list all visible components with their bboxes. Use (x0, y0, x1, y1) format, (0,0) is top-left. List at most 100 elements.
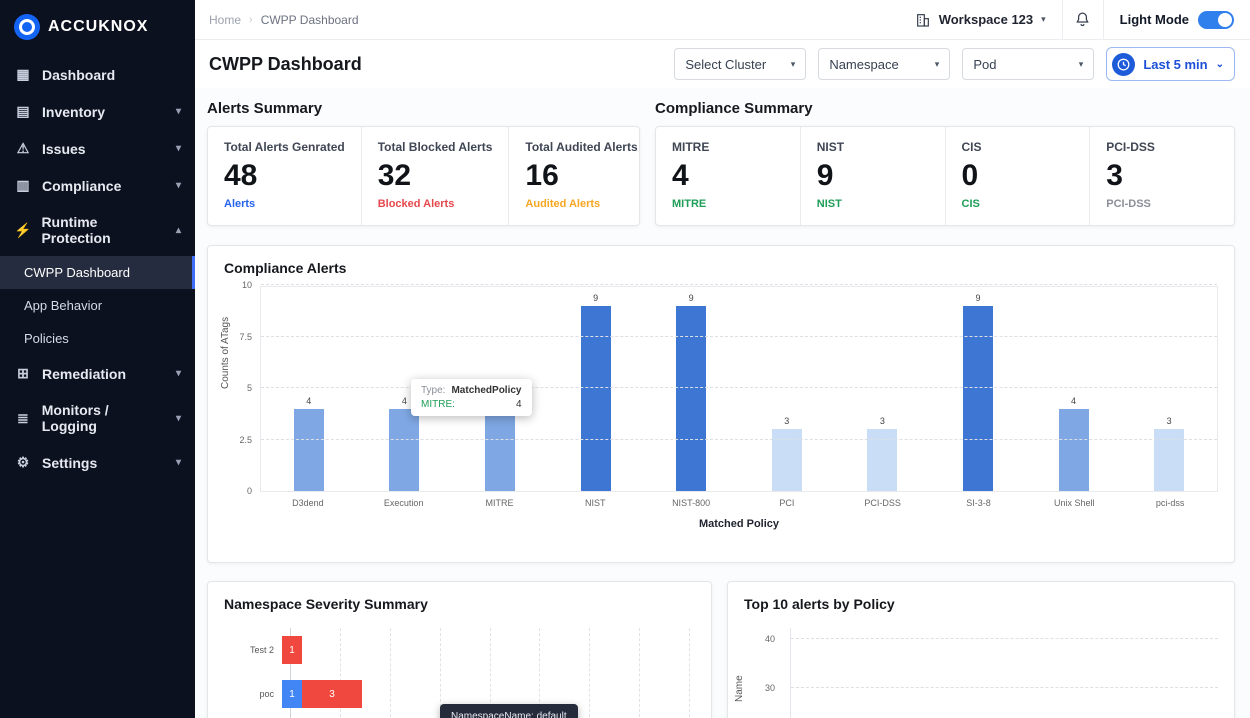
hbar-segment[interactable]: 1 (282, 680, 302, 708)
bar-value-label: 9 (975, 292, 981, 303)
bar-slot-unix-shell: 4 (1026, 287, 1122, 491)
chevron-down-icon: ▾ (934, 58, 940, 69)
bar-slot-pci-dss: 3 (1121, 287, 1217, 491)
bar-si-3-8[interactable] (962, 305, 993, 491)
x-tick-label: SI-3-8 (966, 498, 991, 508)
x-tick-label: D3dend (292, 498, 324, 508)
chevron-down-icon: ▾ (175, 368, 181, 379)
sidebar-item-issues[interactable]: ⚠ Issues ▾ (0, 130, 195, 167)
stat-label: CIS (961, 140, 982, 154)
bar-unix-shell[interactable] (1058, 408, 1089, 491)
y-tick-label: 2.5 (239, 434, 252, 445)
bar-slot-si-3-8: 9 (930, 287, 1026, 491)
sidebar-item-policies[interactable]: Policies (24, 331, 69, 346)
chevron-down-icon: ▾ (790, 58, 796, 69)
stat-mitre: MITRE 4 MITRE (656, 127, 800, 225)
stat-sublabel: MITRE (672, 198, 707, 210)
gridlines (290, 628, 690, 718)
light-mode-toggle[interactable] (1198, 10, 1234, 29)
tooltip-type-value: MatchedPolicy (451, 385, 522, 396)
bar-d3dend[interactable] (293, 408, 324, 491)
workspace-label: Workspace 123 (938, 12, 1034, 27)
chevron-down-icon: ⌄ (1215, 58, 1224, 70)
toggle-knob (1218, 12, 1232, 27)
sidebar-item-compliance[interactable]: ▥ Compliance ▾ (0, 167, 195, 204)
bar-nist[interactable] (580, 305, 611, 491)
chevron-up-icon: ▴ (175, 224, 181, 236)
breadcrumb-current: CWPP Dashboard (260, 12, 359, 27)
hbar-segments: 1 (282, 636, 302, 664)
bar-pci-dss[interactable] (1154, 429, 1185, 491)
stat-sublabel: Alerts (224, 198, 256, 210)
page-title: CWPP Dashboard (209, 53, 362, 74)
workspace-dropdown[interactable]: Workspace 123 ▾ (899, 0, 1062, 39)
divider (1061, 0, 1063, 39)
sidebar-item-monitors-logging[interactable]: ≣ Monitors / Logging ▾ (0, 392, 195, 444)
gridline (261, 335, 1217, 337)
y-tick-label: 30 (765, 683, 776, 693)
stat-value: 0 (961, 159, 979, 192)
building-icon (916, 13, 929, 27)
hbar-segment[interactable]: 1 (282, 636, 302, 664)
stat-sublabel: CIS (961, 198, 980, 210)
gridline: 40 (765, 634, 1218, 644)
namespace-severity-card: Namespace Severity Summary Test 2 1 poc 1 3 … (207, 581, 712, 718)
bar-pci[interactable] (771, 429, 802, 491)
bar-nist-800[interactable] (676, 305, 707, 491)
hbar-row-poc: poc 1 3 (224, 672, 695, 716)
bar-execution[interactable] (389, 408, 420, 491)
alerts-summary-title: Alerts Summary (207, 100, 323, 117)
sidebar-item-runtime-protection[interactable]: ⚡ Runtime Protection ▴ (0, 204, 195, 256)
breadcrumb-home[interactable]: Home (209, 12, 242, 27)
bottom-row: Namespace Severity Summary Test 2 1 poc 1 3 … (207, 581, 1235, 718)
gridline (589, 628, 591, 718)
x-tick-label: NIST-800 (672, 498, 711, 508)
sidebar-item-settings[interactable]: ⚙ Settings ▾ (0, 444, 195, 481)
top10-alerts-title: Top 10 alerts by Policy (744, 596, 895, 612)
tooltip-type-label: Type: (421, 385, 446, 396)
gridline: 30 (765, 683, 1218, 693)
y-tick-label: 40 (765, 634, 776, 644)
filter-dropdown-namespace[interactable]: Namespace ▾ (818, 48, 951, 80)
time-range-dropdown[interactable]: Last 5 min ⌄ (1106, 47, 1235, 81)
bar-mitre[interactable] (484, 408, 515, 491)
sidebar-item-label: Inventory (42, 103, 106, 120)
notifications-button[interactable] (1063, 0, 1103, 39)
bar-slot-pci-dss: 3 (835, 287, 931, 491)
sidebar-item-remediation[interactable]: ⊞ Remediation ▾ (0, 355, 195, 392)
compliance-alerts-card: Compliance Alerts Counts of ATags 0 2.5 5 7… (207, 245, 1235, 563)
x-tick-label: Execution (383, 498, 424, 508)
hbar-row-test-2: Test 2 1 (224, 628, 695, 672)
y-tick-label: 0 (246, 486, 252, 496)
bar-pci-dss[interactable] (867, 429, 898, 491)
filter-dropdown-pod[interactable]: Pod ▾ (962, 48, 1095, 80)
x-tick-label: NIST (585, 498, 606, 508)
tooltip-series-value: 4 (515, 399, 522, 410)
hbar-segment[interactable]: 3 (302, 680, 362, 708)
x-tick-label: PCI (779, 498, 795, 508)
bar-slot-d3dend: 4 (261, 287, 357, 491)
bar-slot-execution: 4 (357, 287, 453, 491)
alerts-summary-card: Total Alerts Genrated 48 Alerts Total Block… (207, 126, 640, 226)
sidebar-item-app-behavior[interactable]: App Behavior (24, 298, 103, 313)
light-mode-label: Light Mode (1119, 12, 1189, 27)
filter-dropdown-select-cluster[interactable]: Select Cluster ▾ (674, 48, 807, 80)
bar-slot-nist-800: 9 (643, 287, 739, 491)
chevron-down-icon: ▾ (175, 412, 181, 424)
sidebar-item-dashboard[interactable]: ▦ Dashboard (0, 56, 195, 93)
time-range-label: Last 5 min (1143, 56, 1208, 72)
compliance-icon: ▥ (16, 177, 30, 193)
monitors-logging-icon: ≣ (17, 409, 29, 426)
gridline (489, 628, 491, 718)
compliance-summary-title: Compliance Summary (655, 100, 813, 117)
sidebar-item-inventory[interactable]: ▤ Inventory ▾ (0, 93, 195, 130)
stat-cis: CIS 0 CIS (944, 127, 1090, 225)
stat-value: 9 (816, 159, 834, 192)
stat-label: Total Audited Alerts (525, 140, 638, 154)
stat-label: NIST (816, 140, 845, 154)
sidebar-item-cwpp-dashboard[interactable]: CWPP Dashboard (0, 256, 195, 289)
sidebar-item-label: Compliance (42, 177, 122, 194)
x-tick-label: MITRE (485, 498, 514, 508)
remediation-icon: ⊞ (17, 365, 29, 381)
stat-value: 3 (1106, 159, 1123, 192)
